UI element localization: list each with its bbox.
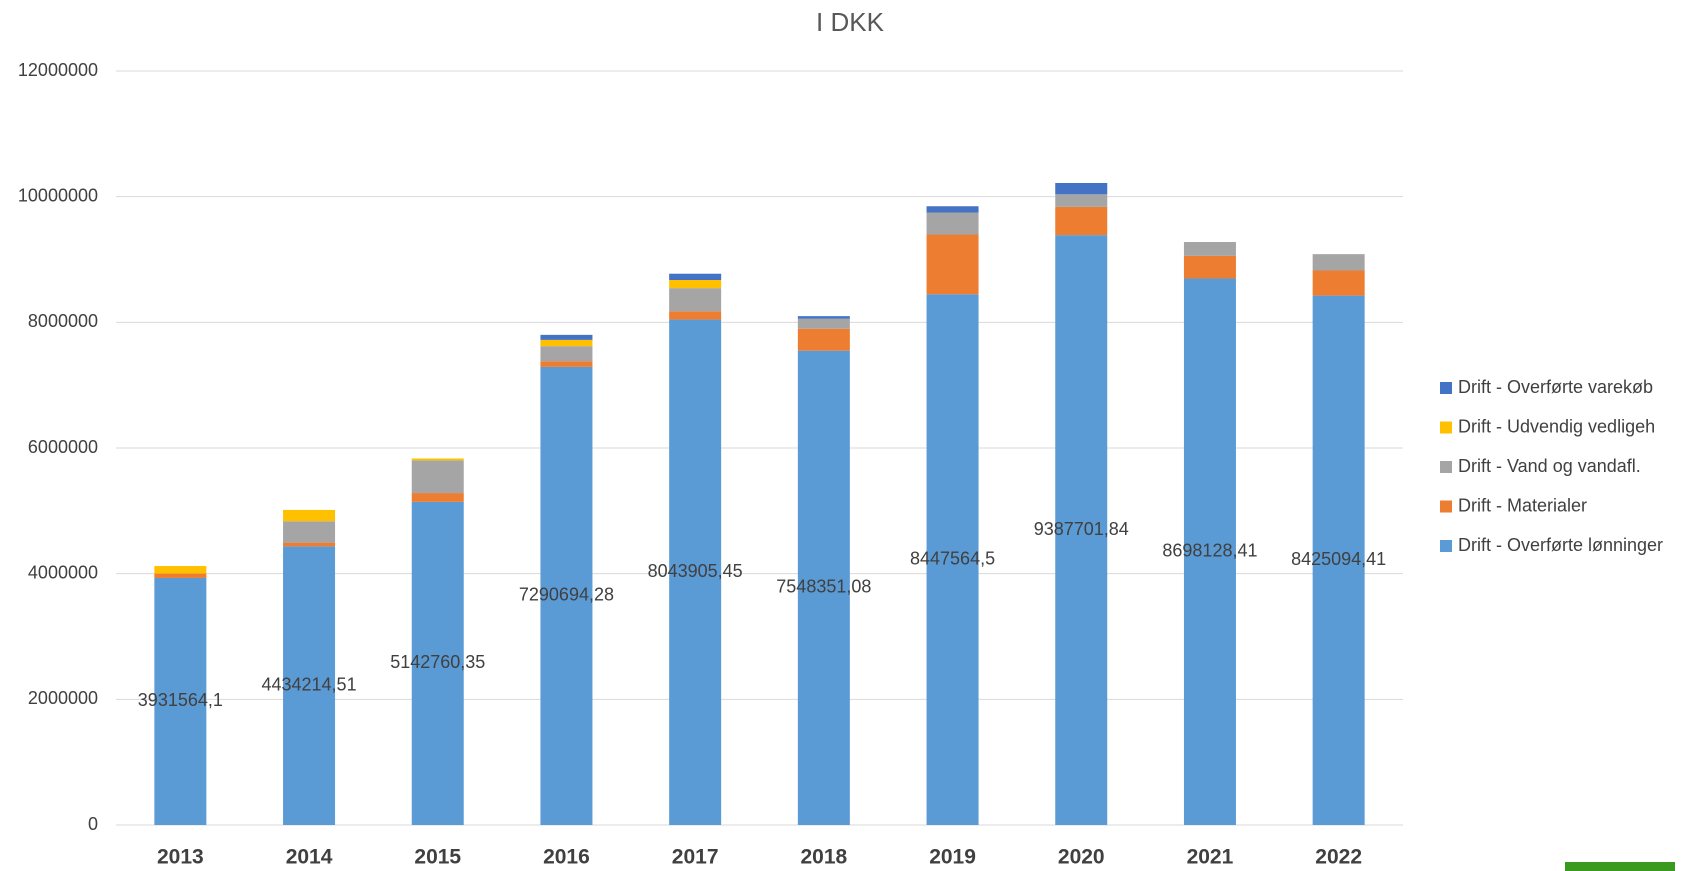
bar-segment <box>1183 278 1236 825</box>
bar-segment <box>540 334 593 340</box>
bar-segment <box>411 460 464 494</box>
legend-swatch <box>1440 500 1452 513</box>
bar-segment <box>669 288 722 312</box>
data-label: 8698128,41 <box>1162 540 1257 560</box>
y-tick-label: 6000000 <box>28 437 98 457</box>
legend-swatch <box>1440 421 1452 434</box>
x-tick-label: 2018 <box>800 846 847 869</box>
y-tick-label: 2000000 <box>28 688 98 708</box>
bar-segment <box>411 501 464 825</box>
bar-segment <box>797 350 850 825</box>
data-label: 8425094,41 <box>1291 549 1386 569</box>
x-tick-label: 2014 <box>286 846 333 869</box>
bar-segment <box>283 546 336 825</box>
bar-segment <box>1055 206 1108 236</box>
x-tick-label: 2021 <box>1187 846 1234 869</box>
legend-label: Drift - Materialer <box>1458 495 1587 515</box>
decoration <box>1565 862 1675 871</box>
bar-segment <box>283 521 336 543</box>
x-tick-label: 2015 <box>414 846 461 869</box>
bar-segment <box>797 318 850 329</box>
x-tick-label: 2013 <box>157 846 204 869</box>
y-tick-label: 10000000 <box>18 185 98 205</box>
data-label: 7290694,28 <box>519 585 614 605</box>
bar-segment <box>1312 254 1365 271</box>
x-tick-label: 2022 <box>1315 846 1362 869</box>
x-tick-label: 2019 <box>929 846 976 869</box>
bar-segment <box>1055 182 1108 195</box>
x-tick-label: 2016 <box>543 846 590 869</box>
bar-segment <box>926 234 979 295</box>
legend-label: Drift - Overførte lønninger <box>1458 535 1663 555</box>
legend-swatch <box>1440 382 1452 394</box>
legend-label: Drift - Vand og vandafl. <box>1458 456 1641 476</box>
y-tick-label: 12000000 <box>18 60 98 80</box>
legend-swatch <box>1440 540 1452 552</box>
chart-title: I DKK <box>816 7 885 37</box>
data-label: 4434214,51 <box>261 674 356 694</box>
bar-segment <box>154 566 207 574</box>
bar-segment <box>1183 242 1236 256</box>
bar-segment <box>154 573 207 578</box>
bar-segment <box>1312 270 1365 296</box>
bar-segment <box>540 346 593 362</box>
x-tick-label: 2017 <box>672 846 719 869</box>
bar-segment <box>540 366 593 825</box>
data-label: 7548351,08 <box>776 577 871 597</box>
bar-segment <box>669 311 722 320</box>
bar-segment <box>1183 255 1236 279</box>
legend-label: Drift - Overførte varekøb <box>1458 377 1653 397</box>
y-tick-label: 4000000 <box>28 562 98 582</box>
y-tick-label: 0 <box>88 814 98 834</box>
legend-label: Drift - Udvendig vedligeh <box>1458 416 1655 436</box>
bar-segment <box>669 279 722 289</box>
bar-segment <box>154 577 207 825</box>
bar-segment <box>411 493 464 502</box>
bar-segment <box>669 273 722 280</box>
y-tick-label: 8000000 <box>28 311 98 331</box>
bar-segment <box>926 212 979 235</box>
bar-segment <box>926 294 979 825</box>
bar-segment <box>283 509 336 522</box>
data-label: 5142760,35 <box>390 652 485 672</box>
bar-segment <box>540 361 593 367</box>
bar-segment <box>283 542 336 547</box>
data-label: 3931564,1 <box>138 690 223 710</box>
bar-segment <box>1055 235 1108 825</box>
bar-segment <box>926 206 979 213</box>
data-label: 9387701,84 <box>1034 519 1129 539</box>
bar-segment <box>1312 295 1365 825</box>
bar-segment <box>540 339 593 347</box>
bar-segment <box>797 316 850 319</box>
legend-swatch <box>1440 461 1452 473</box>
bar-segment <box>669 319 722 825</box>
bar-segment <box>1055 194 1108 207</box>
x-tick-label: 2020 <box>1058 846 1105 869</box>
bar-segment <box>797 328 850 351</box>
bar-segment <box>411 458 464 461</box>
data-label: 8447564,5 <box>910 548 995 568</box>
data-label: 8043905,45 <box>648 561 743 581</box>
